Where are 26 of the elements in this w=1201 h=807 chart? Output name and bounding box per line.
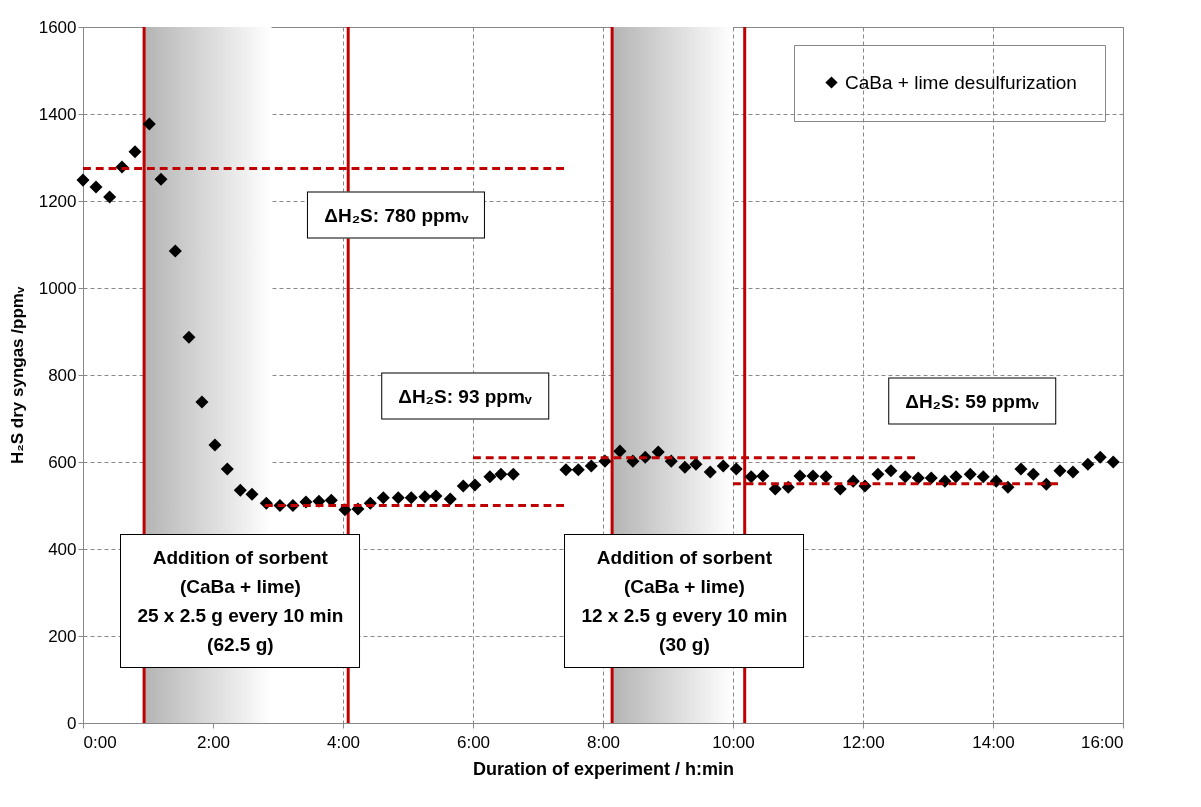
y-tick-label: 800 — [48, 365, 77, 385]
annotation: ΔH₂S: 93 ppmᵥ — [381, 372, 549, 420]
y-tick-label: 1400 — [38, 104, 77, 124]
x-tick-label: 6:00 — [456, 732, 491, 752]
x-tick-label: 14:00 — [972, 732, 1015, 752]
annotation: Addition of sorbent (CaBa + lime) 12 x 2.5 g every 10 min (30 g) — [564, 533, 805, 668]
x-axis-title: Duration of experiment / h:min — [472, 758, 735, 779]
x-tick-label: 10:00 — [712, 732, 755, 752]
x-tick-label: 4:00 — [326, 732, 361, 752]
y-tick-label: 400 — [48, 539, 77, 559]
x-tick-label: 12:00 — [842, 732, 885, 752]
x-tick-label: 0:00 — [83, 732, 117, 752]
x-tick-label: 2:00 — [196, 732, 231, 752]
annotation: ΔH₂S: 59 ppmᵥ — [888, 377, 1056, 424]
y-tick-label: 1600 — [38, 17, 77, 37]
y-axis-title: H₂S dry syngas /ppmᵥ — [7, 286, 27, 465]
y-tick-label: 0 — [67, 713, 77, 733]
y-tick-label: 1200 — [38, 191, 77, 211]
annotation: ΔH₂S: 780 ppmᵥ — [307, 191, 486, 239]
x-tick-label: 8:00 — [586, 732, 621, 752]
y-tick-label: 1000 — [38, 278, 77, 298]
y-tick-label: 600 — [48, 452, 77, 472]
legend-label: CaBa + lime desulfurization — [845, 71, 1077, 93]
annotation: Addition of sorbent (CaBa + lime) 25 x 2.5 g every 10 min (62.5 g) — [120, 533, 361, 668]
y-tick-label: 200 — [48, 626, 77, 646]
x-tick-label: 16:00 — [1080, 732, 1124, 752]
